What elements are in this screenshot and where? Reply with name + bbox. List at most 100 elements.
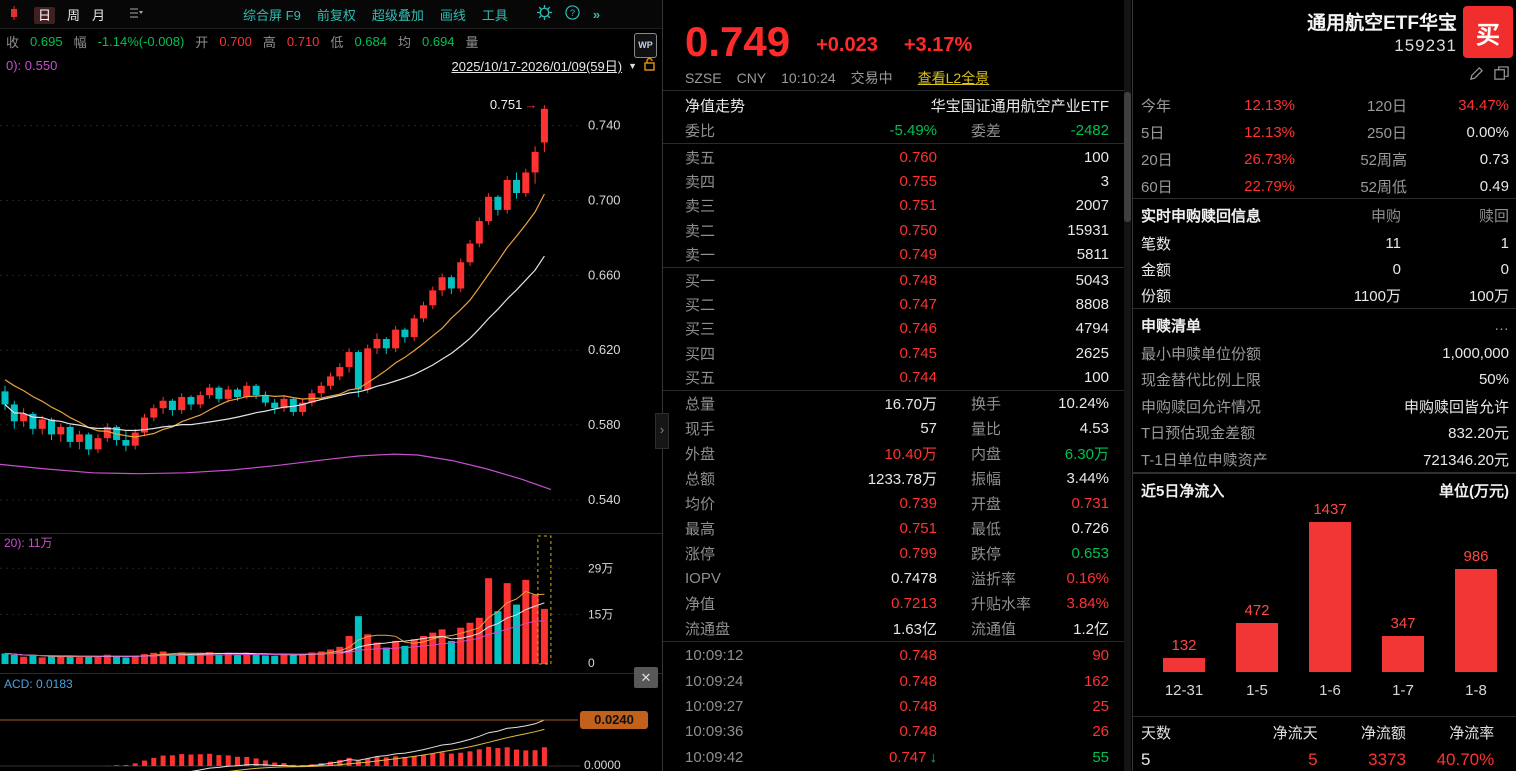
period-tab-1[interactable]: 周 (67, 7, 81, 23)
ask-row[interactable]: 卖四 0.755 3 (663, 169, 1131, 193)
date-range-selector[interactable]: 2025/10/17-2026/01/09(59日) (451, 59, 623, 74)
scrollbar[interactable] (1124, 0, 1131, 771)
ask-ladder: 卖五 0.760 100 卖四 0.755 3 卖三 0.751 2007 卖二 0.750 1593… (663, 145, 1131, 267)
toolbar-item-2[interactable]: 超级叠加 (371, 7, 424, 23)
pencil-icon[interactable] (1469, 66, 1484, 85)
quote-value-0: 0.695 (30, 33, 63, 49)
stat-value: 16.70万 (884, 396, 937, 413)
ask-row[interactable]: 卖五 0.760 100 (663, 145, 1131, 169)
wencai-icon[interactable]: WP (634, 33, 657, 58)
tick-price: 0.748 (899, 723, 937, 741)
flow-value: 472 (1244, 602, 1270, 619)
perf-label: 120日 (1366, 98, 1407, 115)
tick-volume: 26 (1092, 723, 1109, 741)
bid-volume: 4794 (1075, 320, 1109, 338)
stat-label: 最高 (685, 521, 716, 538)
stat-value: 3.84% (1066, 595, 1109, 612)
flow-bar (1309, 522, 1351, 672)
chevron-down-icon[interactable]: ▼ (628, 60, 637, 71)
sub-value-subscribe: 0 (1392, 260, 1401, 278)
settings-gear-icon[interactable] (536, 5, 552, 23)
bid-row[interactable]: 买五 0.744 100 (663, 366, 1131, 390)
chart-panel: 日周月 综合屏 F9 前复权 超级叠加 画线 工具 ? » 收 0.695 幅 -1.14%(… (0, 0, 663, 771)
toolbar-item-3[interactable]: 画线 (439, 7, 466, 23)
stat-label: 振幅 (971, 471, 1002, 488)
ask-row[interactable]: 卖一 0.749 5811 (663, 243, 1131, 267)
redemption-title: 申赎清单 (1141, 317, 1202, 335)
help-icon[interactable]: ? (565, 5, 580, 23)
instrument-code: 159231 (1394, 36, 1457, 55)
more-ellipsis[interactable]: … (1494, 316, 1509, 334)
bid-price: 0.744 (899, 369, 937, 387)
quote-value-5: 0.694 (422, 33, 455, 49)
stat-row: 涨停 0.799 跌停 0.653 (663, 541, 1131, 566)
tick-price: 0.748 (899, 697, 937, 715)
stat-value: 1.2亿 (1073, 621, 1109, 638)
perf-label: 今年 (1141, 98, 1172, 115)
close-icon[interactable]: ✕ (634, 667, 658, 688)
volume-chart[interactable]: 29万 15万 0 20): 11万 (0, 534, 662, 673)
period-list-icon[interactable] (130, 7, 144, 22)
panel-expand-icon[interactable]: › (655, 413, 669, 449)
bid-ladder: 买一 0.748 5043 买二 0.747 8808 买三 0.746 4794 买四 0.745… (663, 268, 1131, 390)
l2-link[interactable]: 查看L2全景 (917, 70, 990, 86)
stat-row: 总额 1233.78万 振幅 3.44% (663, 466, 1131, 491)
sub-value-subscribe: 1100万 (1353, 287, 1401, 305)
redemption-label: 现金替代比例上限 (1141, 372, 1262, 390)
perf-value: 26.73% (1244, 151, 1295, 168)
toolbar-item-0[interactable]: 综合屏 F9 (243, 7, 301, 23)
sub-value-redeem: 100万 (1468, 287, 1509, 305)
tick-row: 10:09:24 0.748 162 (663, 668, 1131, 693)
svg-text:0.740: 0.740 (588, 118, 621, 133)
stat-label: 总量 (685, 396, 716, 413)
macd-chart[interactable]: 0.0240 0.0000 ACD: 0.0183 (0, 674, 662, 771)
last-price: 0.749 (685, 18, 791, 66)
summary-value: 5 (1308, 750, 1318, 769)
ask-volume: 3 (1100, 173, 1109, 191)
svg-text:15万: 15万 (588, 608, 613, 622)
period-tab-2[interactable]: 月 (92, 7, 106, 23)
perf-label: 5日 (1141, 125, 1165, 142)
toolbar-item-1[interactable]: 前复权 (316, 7, 356, 23)
market-status-row: SZSE CNY 10:10:24 交易中 查看L2全景 (663, 66, 1131, 90)
tick-price: 0.748 (899, 647, 937, 665)
stat-value: 0.751 (899, 520, 937, 537)
price-axis: 0.740 0.700 0.660 0.620 0.580 0.540 (0, 118, 621, 507)
sub-label: 金额 (1141, 261, 1172, 279)
stat-row: 现手 57 量比 4.53 (663, 416, 1131, 441)
period-tab-0[interactable]: 日 (34, 6, 56, 24)
bid-row[interactable]: 买二 0.747 8808 (663, 292, 1131, 316)
layers-icon[interactable] (1494, 66, 1509, 85)
bid-row[interactable]: 买三 0.746 4794 (663, 317, 1131, 341)
exchange-label: SZSE (685, 70, 722, 86)
price-change-pct: +3.17% (903, 34, 973, 56)
stat-row: 最高 0.751 最低 0.726 (663, 516, 1131, 541)
lock-icon[interactable] (643, 57, 656, 74)
toolbar-item-4[interactable]: 工具 (481, 7, 508, 23)
bid-label: 买三 (685, 321, 716, 339)
stat-value: 0.7213 (891, 595, 937, 612)
svg-text:0.0000: 0.0000 (584, 758, 621, 771)
scrollbar-thumb[interactable] (1124, 92, 1131, 222)
stat-value: 1233.78万 (867, 471, 937, 488)
flow-category: 12-31 (1164, 682, 1204, 699)
summary-label: 净流率 (1449, 725, 1495, 742)
tick-list: 10:09:12 0.748 90 10:09:24 0.748 162 10:09:27 0… (663, 643, 1131, 770)
candlestick-chart[interactable]: 0.740 0.700 0.660 0.620 0.580 0.540 0.751 → (0, 78, 662, 533)
quote-label-4: 低 (330, 34, 344, 50)
nav-trend-link[interactable]: 净值走势 (685, 97, 746, 115)
tick-row: 10:09:42 0.747 ↓ 55 (663, 745, 1131, 770)
svg-text:0.540: 0.540 (588, 492, 621, 507)
bid-row[interactable]: 买四 0.745 2625 (663, 341, 1131, 365)
flows-title: 近5日净流入 (1141, 482, 1225, 500)
stat-label: 跌停 (971, 546, 1002, 563)
ask-row[interactable]: 卖三 0.751 2007 (663, 194, 1131, 218)
redemption-value: 721346.20元 (1423, 451, 1509, 469)
perf-label: 52周低 (1360, 179, 1407, 196)
bid-row[interactable]: 买一 0.748 5043 (663, 268, 1131, 292)
ask-row[interactable]: 卖二 0.750 15931 (663, 218, 1131, 242)
buy-button[interactable]: 买 (1463, 6, 1513, 58)
sub-value-redeem: 1 (1500, 234, 1509, 252)
more-tools-icon[interactable]: » (592, 6, 601, 22)
stat-row: 流通盘 1.63亿 流通值 1.2亿 (663, 616, 1131, 641)
